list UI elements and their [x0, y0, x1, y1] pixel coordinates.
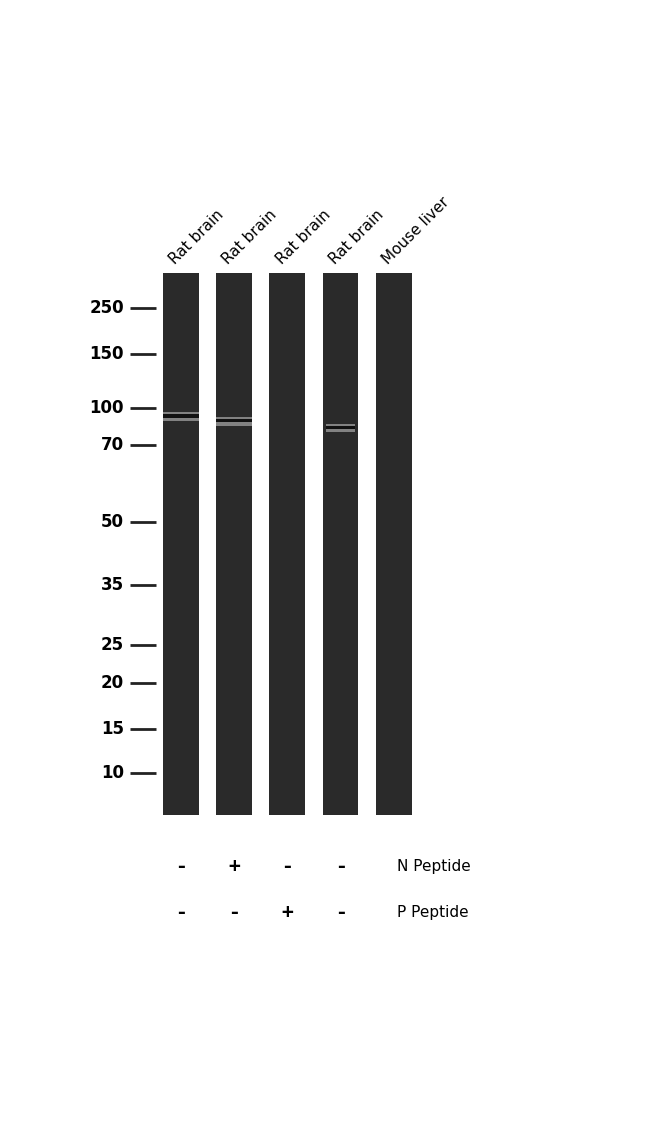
Text: 50: 50 [101, 513, 124, 532]
Text: 250: 250 [89, 298, 124, 317]
Text: 20: 20 [101, 674, 124, 692]
Text: N Peptide: N Peptide [398, 859, 471, 875]
Text: -: - [335, 858, 346, 876]
Text: 35: 35 [101, 576, 124, 595]
Text: -: - [335, 903, 346, 922]
Text: Rat brain: Rat brain [273, 208, 333, 267]
Text: P Peptide: P Peptide [398, 905, 469, 921]
Text: 100: 100 [89, 398, 124, 417]
Text: -: - [175, 903, 187, 922]
Bar [376, 273, 412, 815]
Bar [326, 426, 355, 429]
Text: 15: 15 [101, 720, 124, 738]
Bar [162, 273, 199, 815]
Text: -: - [228, 903, 240, 922]
Bar [323, 273, 359, 815]
Text: Rat brain: Rat brain [220, 208, 280, 267]
Text: Mouse liver: Mouse liver [380, 195, 452, 267]
Bar [270, 273, 306, 815]
Bar [216, 419, 252, 422]
Bar [162, 412, 199, 421]
Text: 70: 70 [101, 436, 124, 455]
Text: 10: 10 [101, 763, 124, 782]
Bar [162, 414, 199, 418]
Text: +: + [228, 858, 240, 876]
Text: Rat brain: Rat brain [166, 208, 227, 267]
Text: Rat brain: Rat brain [326, 208, 387, 267]
Text: +: + [281, 903, 293, 922]
Text: 150: 150 [89, 344, 124, 363]
Text: -: - [281, 858, 293, 876]
Bar [216, 417, 252, 426]
Text: 25: 25 [101, 636, 124, 654]
Text: -: - [175, 858, 187, 876]
Bar [216, 273, 252, 815]
Bar [326, 425, 355, 433]
